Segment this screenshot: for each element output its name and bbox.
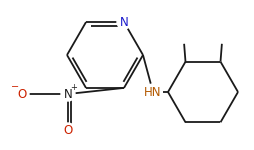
Text: HN: HN	[144, 85, 161, 99]
Circle shape	[61, 87, 75, 101]
Circle shape	[61, 123, 75, 137]
Text: −: −	[11, 82, 19, 92]
Text: N: N	[64, 87, 72, 100]
Circle shape	[145, 84, 160, 100]
Text: N: N	[119, 16, 128, 29]
Text: O: O	[63, 123, 72, 136]
Text: O: O	[17, 87, 26, 100]
Text: +: +	[70, 84, 77, 93]
Circle shape	[15, 87, 29, 101]
Circle shape	[117, 15, 131, 29]
